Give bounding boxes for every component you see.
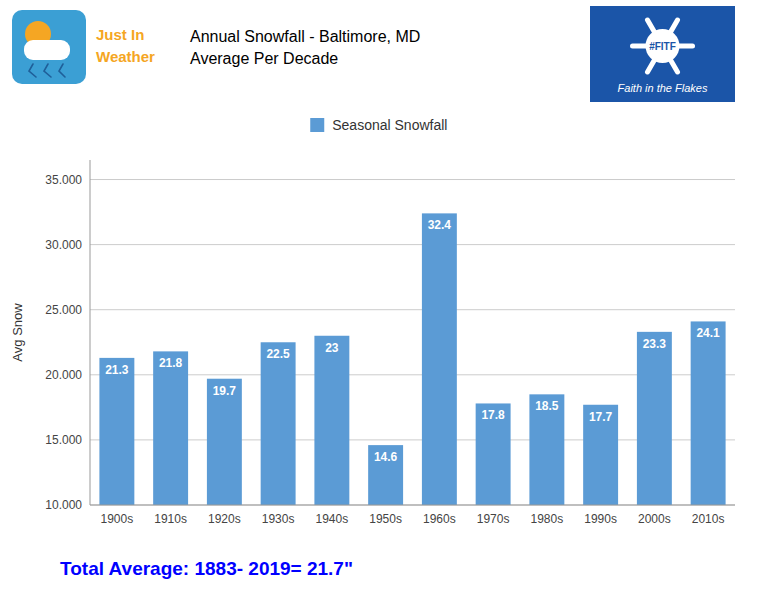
data-label: 19.7: [213, 384, 237, 398]
x-tick-label: 2010s: [692, 512, 725, 526]
grid-line: [90, 309, 735, 310]
legend: Seasonal Snowfall: [310, 117, 447, 133]
bar: [153, 351, 188, 505]
bar: [583, 405, 618, 505]
logo-snowflake: [646, 29, 680, 63]
y-tick-label: 10.000: [45, 498, 82, 512]
chart-container: Just In Weather Annual Snowfall - Baltimor…: [0, 0, 760, 603]
data-label: 23.3: [643, 337, 667, 351]
data-label: 21.3: [105, 363, 129, 377]
data-labels: 21.3 21.8 19.7 22.5 23 14.6 32.4 17.8 18.5 17.7 23…: [105, 218, 720, 464]
y-axis-line: [90, 160, 91, 505]
logo-right: [590, 6, 735, 102]
title: Annual Snowfall - Baltimore, MD: [190, 28, 420, 45]
logo-bolt: [29, 64, 36, 77]
bar: [476, 403, 511, 505]
logo-cloud: [24, 40, 70, 60]
x-tick-label: 1990s: [584, 512, 617, 526]
bar: [99, 358, 134, 505]
x-axis: 1900s 1910s 1920s 1930s 1940s 1950s 1960s 1970s…: [101, 512, 725, 526]
subtitle: Average Per Decade: [190, 50, 338, 67]
bar: [422, 213, 457, 505]
y-axis: 10.000 15.000 20.000 25.000 30.000 35.000: [45, 160, 735, 512]
data-label: 22.5: [266, 347, 290, 361]
bar: [314, 336, 349, 505]
data-label: 14.6: [374, 450, 398, 464]
footer: Total Average: 1883- 2019= 21.7": [60, 558, 353, 579]
logo-bolt: [59, 64, 65, 77]
chart: Just In Weather Annual Snowfall - Baltimor…: [0, 0, 760, 603]
logo-text: Just In: [96, 26, 144, 43]
legend-label: Seasonal Snowfall: [332, 117, 447, 133]
y-tick-label: 15.000: [45, 433, 82, 447]
logo-background: [590, 6, 735, 102]
data-label: 32.4: [428, 218, 452, 232]
x-tick-label: 1960s: [423, 512, 456, 526]
grid-line: [90, 244, 735, 245]
y-tick-label: 30.000: [45, 238, 82, 252]
data-label: 17.8: [481, 408, 505, 422]
logo-left: [12, 10, 86, 84]
logo-text: Weather: [96, 48, 155, 65]
bars: [99, 213, 725, 505]
x-tick-label: 1940s: [316, 512, 349, 526]
y-tick-label: 20.000: [45, 368, 82, 382]
x-tick-label: 1920s: [208, 512, 241, 526]
x-tick-label: 1910s: [154, 512, 187, 526]
bar: [637, 332, 672, 505]
bar: [691, 321, 726, 505]
background: [0, 0, 760, 603]
data-label: 21.8: [159, 356, 183, 370]
x-tick-label: 1900s: [101, 512, 134, 526]
grid-line: [90, 179, 735, 180]
x-tick-label: 2000s: [638, 512, 671, 526]
y-axis-label: Avg Snow: [10, 303, 25, 362]
y-tick-label: 35.000: [45, 173, 82, 187]
logo-bolt: [44, 64, 51, 77]
x-tick-label: 1930s: [262, 512, 295, 526]
y-tick-label: 25.000: [45, 303, 82, 317]
grid-line: [90, 505, 735, 506]
bar: [261, 342, 296, 505]
data-label: 24.1: [696, 326, 720, 340]
bar: [207, 379, 242, 505]
legend-swatch: [310, 118, 324, 132]
data-label: 17.7: [589, 410, 613, 424]
x-tick-label: 1980s: [531, 512, 564, 526]
x-tick-label: 1950s: [369, 512, 402, 526]
bar: [529, 394, 564, 505]
data-label: 18.5: [535, 399, 559, 413]
data-label: 23: [325, 341, 339, 355]
x-tick-label: 1970s: [477, 512, 510, 526]
bar: [368, 445, 403, 505]
x-axis-line: [90, 505, 735, 506]
logo-text: Faith in the Flakes: [618, 82, 708, 94]
logo-background: [12, 10, 86, 84]
logo-text: #FITF: [649, 41, 676, 52]
